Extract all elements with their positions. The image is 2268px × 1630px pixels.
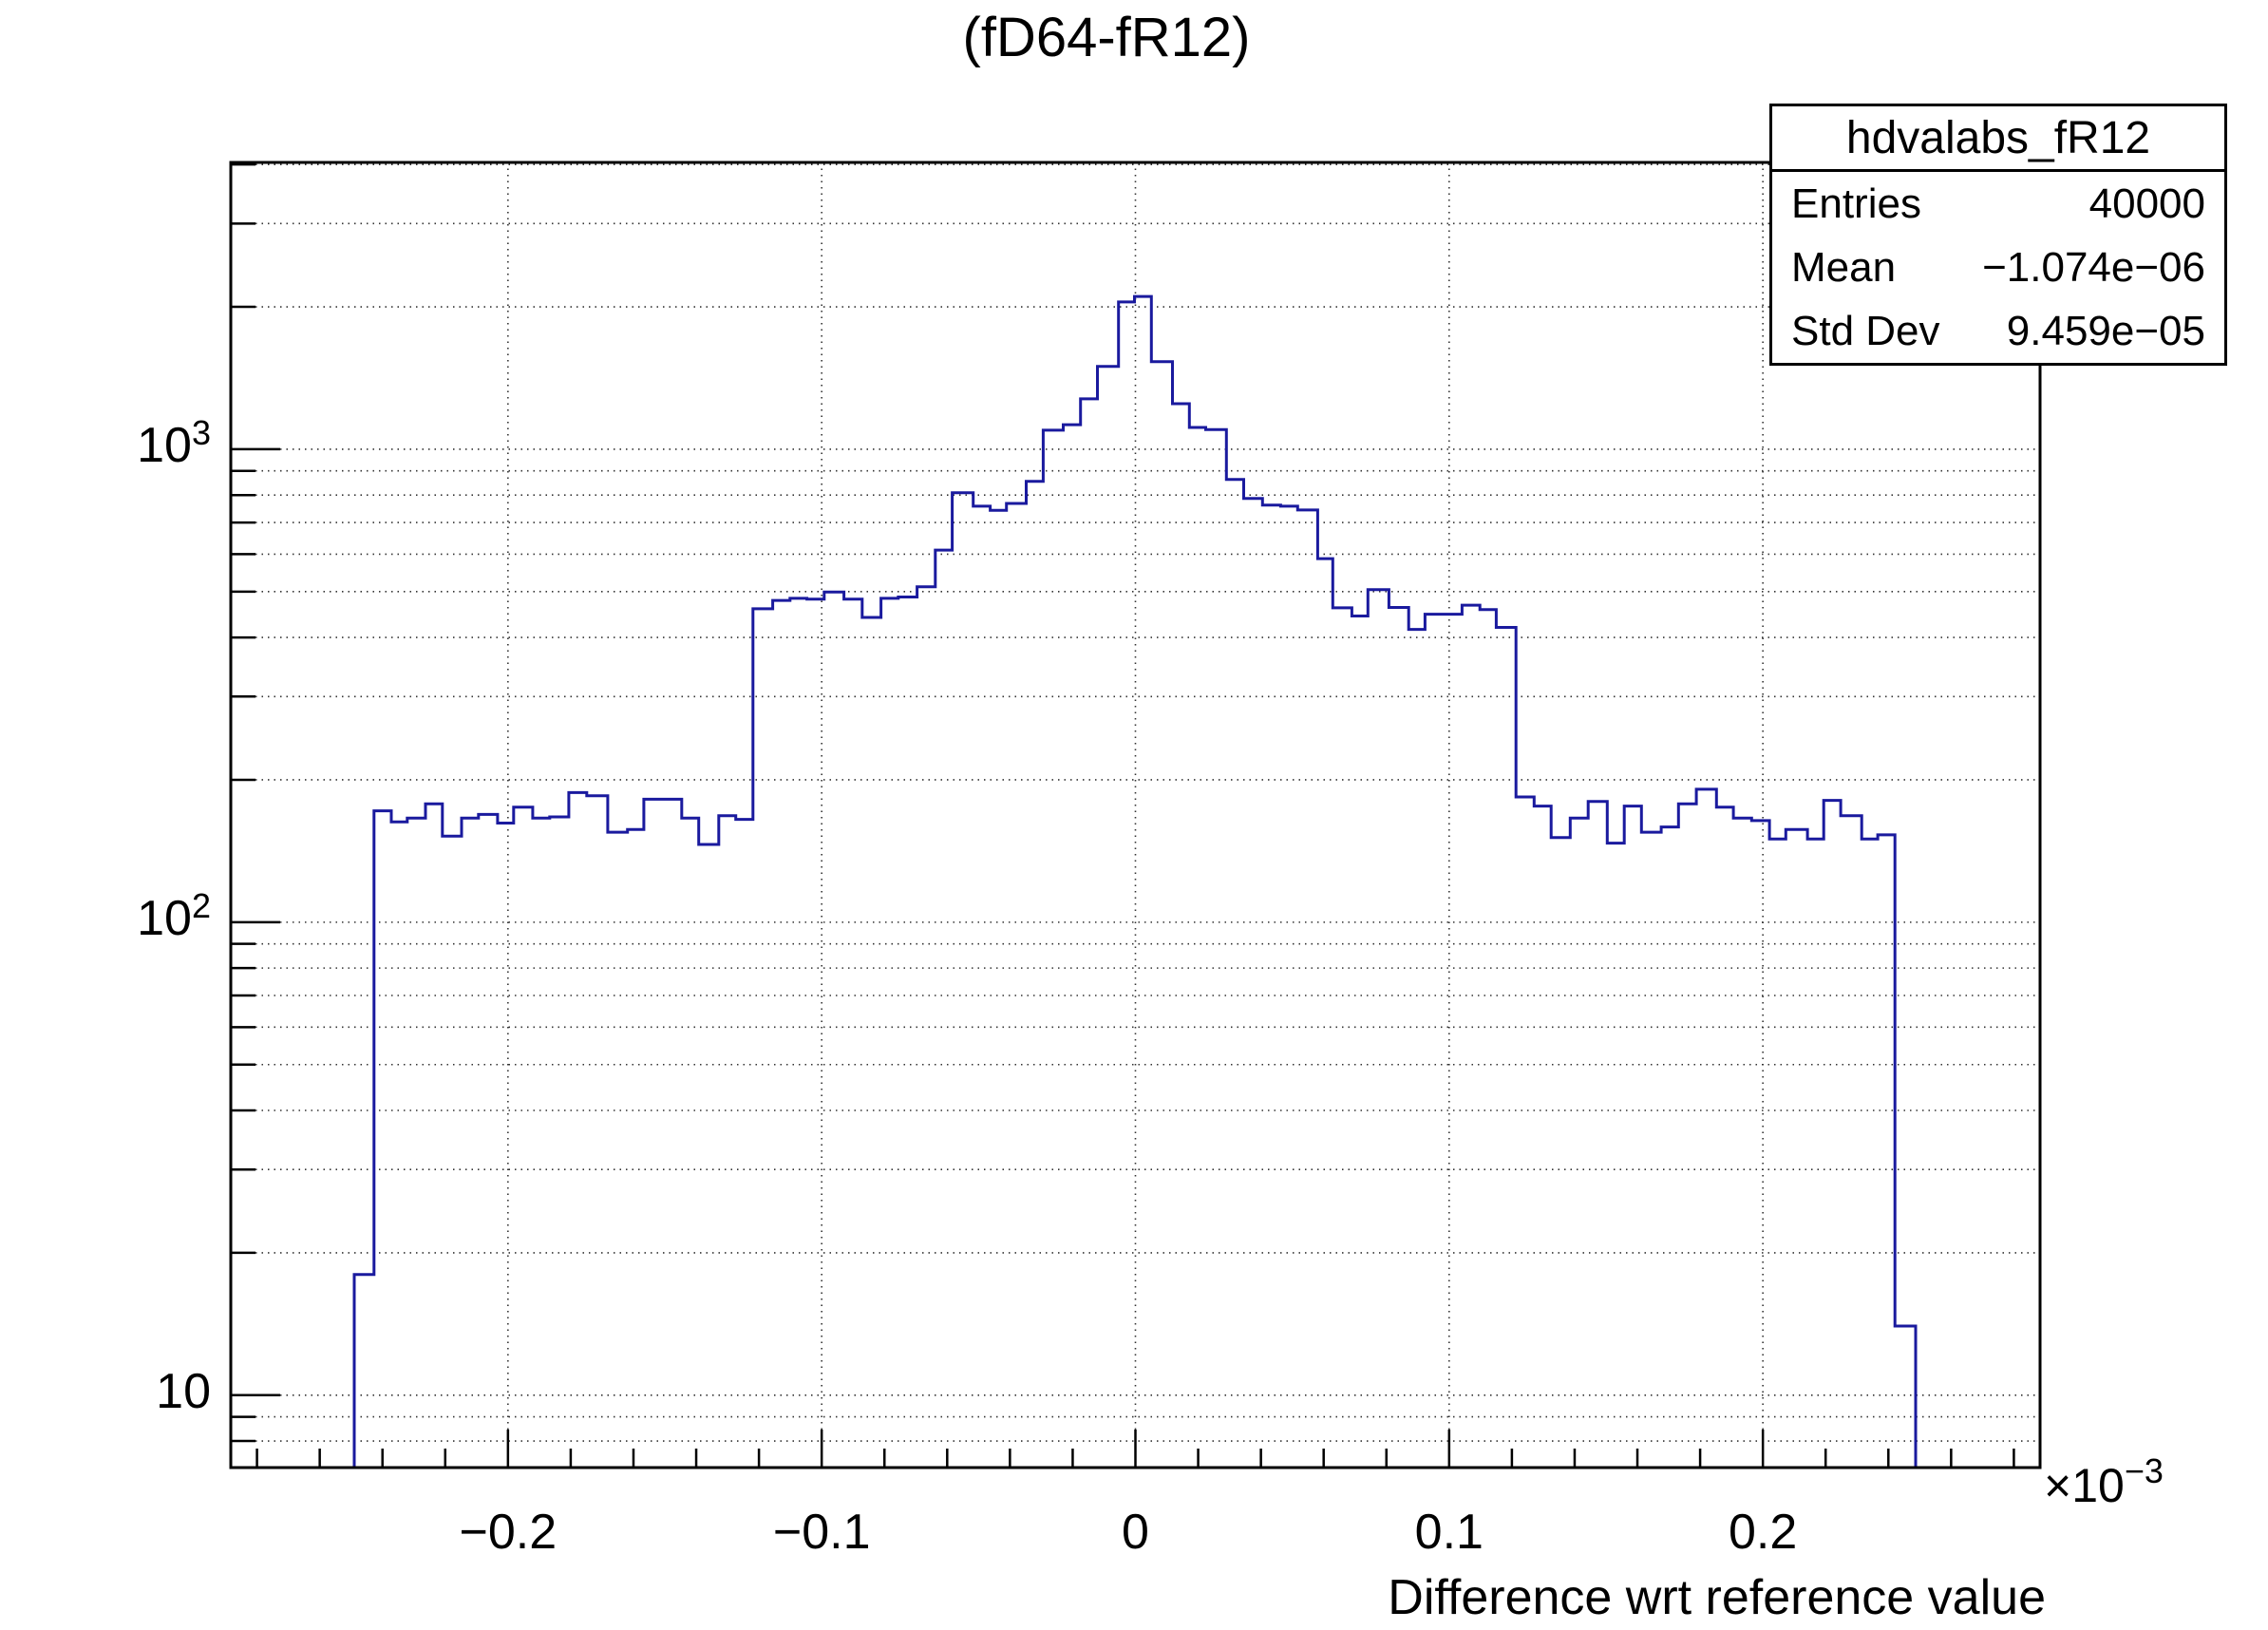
stats-stddev-label: Std Dev <box>1791 307 1940 354</box>
y-tick-label: 10 <box>156 1363 211 1419</box>
x-tick-label: 0.1 <box>1415 1505 1484 1560</box>
x-tick-label: −0.2 <box>460 1505 558 1560</box>
x-axis-exponent: ×10−3 <box>2044 1454 2164 1513</box>
histogram-line <box>352 294 1918 1468</box>
x-exponent-base: ×10 <box>2044 1459 2125 1512</box>
plot-title: (fD64-fR12) <box>962 7 1251 68</box>
x-axis-title: Difference wrt reference value <box>1388 1570 2046 1625</box>
x-tick-label: 0 <box>1122 1505 1149 1560</box>
stats-stddev-value: 9.459e−05 <box>2006 307 2205 354</box>
stats-row-mean: Mean −1.074e−06 <box>1772 236 2224 299</box>
stats-entries-value: 40000 <box>2088 180 2205 227</box>
x-tick-label: 0.2 <box>1729 1505 1797 1560</box>
stats-entries-label: Entries <box>1791 180 1921 227</box>
y-tick-label: 102 <box>137 885 211 946</box>
stats-mean-label: Mean <box>1791 243 1897 291</box>
stats-box-title: hdvalabs_fR12 <box>1772 106 2224 172</box>
y-tick-label: 103 <box>137 412 211 473</box>
stats-row-entries: Entries 40000 <box>1772 172 2224 236</box>
x-exponent-sup: −3 <box>2124 1451 2164 1490</box>
x-tick-label: −0.1 <box>773 1505 871 1560</box>
plot-frame <box>229 161 2042 1469</box>
stats-row-stddev: Std Dev 9.459e−05 <box>1772 299 2224 363</box>
stats-mean-value: −1.074e−06 <box>1982 243 2205 291</box>
stats-box: hdvalabs_fR12 Entries 40000 Mean −1.074e… <box>1769 104 2227 366</box>
